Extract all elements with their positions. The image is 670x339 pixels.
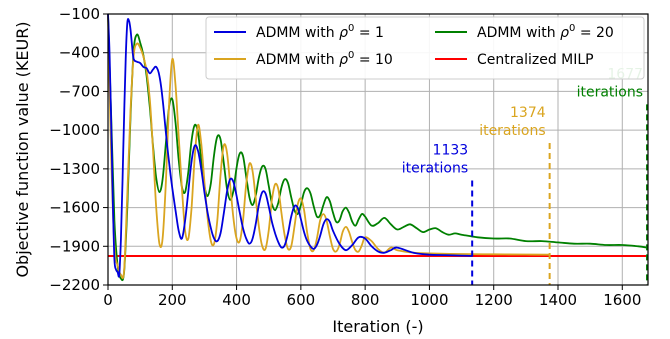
x-tick-label-0: 0 — [103, 291, 113, 309]
y-tick-label-3: −1300 — [49, 160, 100, 178]
x-tick-label-7: 1400 — [539, 291, 577, 309]
stop-label-s3-text: iterations — [577, 84, 643, 100]
y-axis-label: Objective function value (KEUR) — [13, 21, 32, 277]
legend: ADMM with ρ0 = 1 ADMM with ρ0 = 10 ADMM … — [205, 16, 645, 80]
stop-label-s2-value: 1374 — [510, 105, 546, 121]
series-line-s1 — [107, 13, 473, 278]
x-tick-label-3: 600 — [287, 291, 316, 309]
legend-entry-rho-10: ADMM with ρ0 = 10 — [256, 50, 393, 68]
x-axis-label: Iteration (-) — [332, 317, 423, 336]
legend-box — [205, 16, 645, 80]
legend-entry-milp: Centralized MILP — [477, 52, 594, 68]
x-tick-label-2: 400 — [222, 291, 251, 309]
stop-label-s1-value: 1133 — [433, 142, 469, 158]
y-tick-label-0: −2200 — [49, 276, 100, 294]
x-tick-label-6: 1200 — [475, 291, 513, 309]
series-line-s3 — [107, 13, 648, 282]
x-tick-label-8: 1600 — [603, 291, 641, 309]
y-tick-label-2: −1600 — [49, 199, 100, 217]
series-line-s2 — [107, 13, 550, 279]
stop-label-s1-text: iterations — [402, 160, 468, 176]
series-layer — [107, 13, 648, 282]
y-tick-label-6: −400 — [59, 44, 100, 62]
x-tick-label-5: 1000 — [410, 291, 448, 309]
x-ticks: 0 200 400 600 800 1000 1200 1400 1600 — [103, 285, 641, 309]
x-tick-label-4: 800 — [351, 291, 380, 309]
stop-markers: 1133iterations1374iterations1677iteratio… — [402, 66, 649, 285]
x-tick-label-1: 200 — [158, 291, 187, 309]
y-tick-label-1: −1900 — [49, 237, 100, 255]
y-ticks: −2200 −1900 −1600 −1300 −1000 −700 −400 −100 — [49, 5, 108, 294]
plot-frame — [107, 13, 649, 286]
y-tick-label-7: −100 — [59, 5, 100, 23]
legend-entry-rho-20: ADMM with ρ0 = 20 — [477, 23, 614, 41]
y-tick-label-4: −1000 — [49, 121, 100, 139]
y-tick-label-5: −700 — [59, 82, 100, 100]
legend-entry-rho-1: ADMM with ρ0 = 1 — [256, 23, 384, 41]
stop-label-s2-text: iterations — [479, 123, 545, 139]
